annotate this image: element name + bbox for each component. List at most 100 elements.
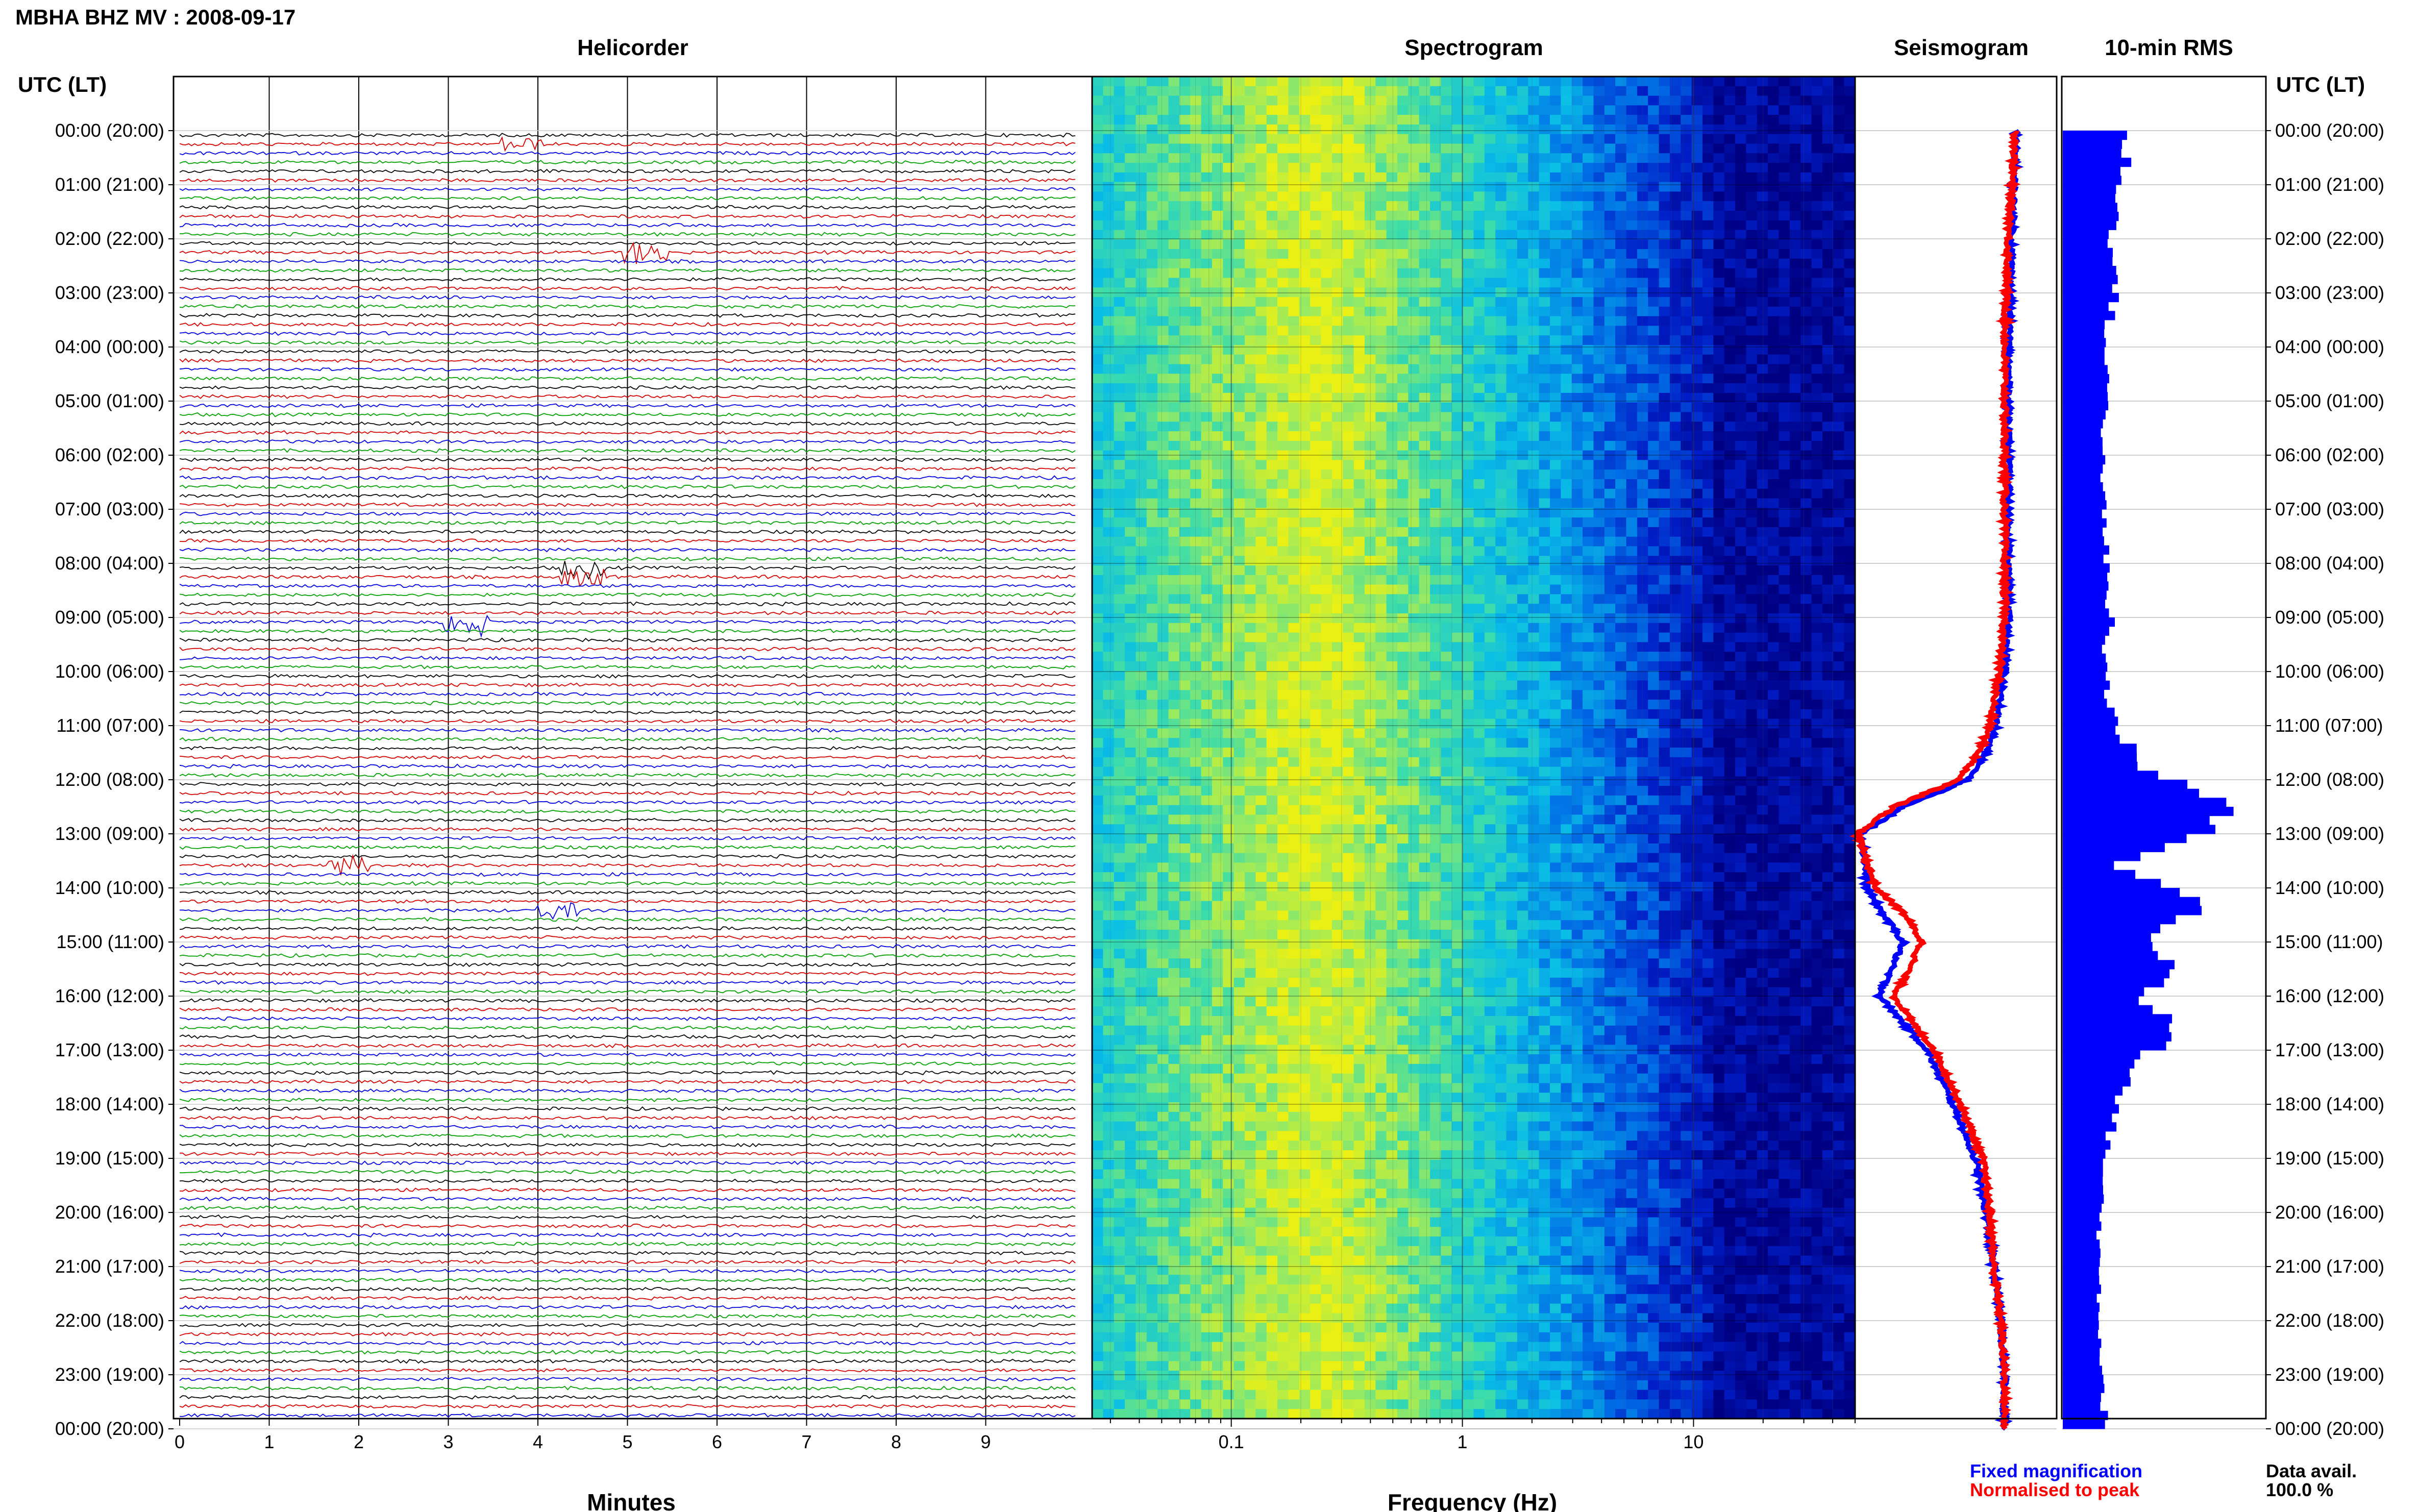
helicorder-trace <box>179 1043 1076 1049</box>
helicorder-trace <box>179 313 1076 318</box>
minute-tick-label: 3 <box>443 1431 453 1452</box>
rms-bar <box>2063 1005 2153 1014</box>
helicorder-trace <box>179 1269 1076 1274</box>
rms-bar <box>2063 897 2200 906</box>
rms-bar <box>2063 500 2107 510</box>
rms-bar <box>2063 401 2109 411</box>
helicorder-trace <box>179 916 1076 922</box>
rms-bar <box>2063 879 2161 888</box>
rms-bar <box>2063 320 2105 330</box>
rms-bar <box>2063 257 2113 266</box>
rms-bar <box>2063 689 2104 699</box>
figure-title: MBHA BHZ MV : 2008-09-17 <box>15 5 295 29</box>
hour-label-right: 01:00 (21:00) <box>2275 174 2384 195</box>
helicorder-title: Helicorder <box>577 35 688 60</box>
rms-bar <box>2063 1068 2130 1078</box>
helicorder-trace <box>179 547 1076 553</box>
hour-label-left: 11:00 (07:00) <box>57 715 164 736</box>
helicorder-trace <box>179 1404 1076 1409</box>
hour-label-left: 10:00 (06:00) <box>55 661 164 682</box>
helicorder-trace <box>179 1187 1076 1193</box>
helicorder-trace <box>179 1025 1076 1030</box>
helicorder-trace <box>179 385 1076 390</box>
helicorder-trace <box>179 710 1076 715</box>
rms-bar <box>2063 1402 2101 1411</box>
rms-bar <box>2063 527 2103 537</box>
helicorder-trace <box>179 403 1076 408</box>
rms-bar <box>2063 185 2116 194</box>
rms-bar <box>2063 446 2103 456</box>
spectrogram-title: Spectrogram <box>1404 35 1543 60</box>
frequency-axis: 0.1 1 10 <box>1109 1419 1856 1452</box>
helicorder-trace <box>179 1088 1076 1094</box>
helicorder-trace <box>179 448 1076 453</box>
rms-bar <box>2063 1032 2171 1042</box>
helicorder-trace <box>179 321 1076 327</box>
rms-bar <box>2063 599 2105 609</box>
helicorder-trace <box>179 610 1076 615</box>
helicorder-trace <box>179 872 1076 877</box>
rms-bar <box>2063 960 2175 970</box>
rms-bar <box>2063 716 2118 726</box>
helicorder-trace <box>179 628 1076 634</box>
helicorder-trace <box>179 1116 1076 1121</box>
helicorder-trace <box>179 845 1076 850</box>
hour-label-right: 05:00 (01:00) <box>2275 390 2384 411</box>
helicorder-trace <box>179 962 1076 967</box>
hour-label-right: 19:00 (15:00) <box>2275 1148 2384 1169</box>
rms-bar <box>2063 482 2103 492</box>
helicorder-trace <box>179 502 1076 507</box>
helicorder-trace <box>179 529 1076 534</box>
helicorder-trace <box>179 151 1076 156</box>
hour-label-right: 02:00 (22:00) <box>2275 228 2384 249</box>
rms-bar <box>2063 148 2121 158</box>
rms-bar <box>2063 771 2158 780</box>
minute-tick-label: 1 <box>264 1431 274 1452</box>
rms-bar <box>2063 861 2114 871</box>
helicorder-trace <box>179 178 1076 183</box>
helicorder-trace <box>179 836 1076 841</box>
rms-bar <box>2063 158 2132 167</box>
helicorder-trace <box>179 583 1076 588</box>
helicorder-trace <box>179 214 1076 219</box>
hour-label-right: 23:00 (19:00) <box>2275 1364 2384 1385</box>
rms-bar <box>2063 131 2127 140</box>
helicorder-trace <box>179 1097 1076 1102</box>
rms-bar <box>2063 247 2113 257</box>
helicorder-trace <box>179 728 1076 733</box>
helicorder-trace <box>179 1070 1076 1075</box>
rms-bar <box>2063 464 2103 474</box>
helicorder-trace <box>179 538 1076 543</box>
helicorder-trace <box>179 376 1076 381</box>
hour-label-right: 13:00 (09:00) <box>2275 823 2384 844</box>
helicorder-trace <box>179 1196 1076 1202</box>
rms-bar <box>2063 906 2202 915</box>
helicorder-trace <box>179 187 1076 192</box>
hour-label-right: 00:00 (20:00) <box>2275 1418 2384 1439</box>
helicorder-trace <box>179 277 1076 282</box>
rms-bar <box>2063 365 2108 375</box>
helicorder-trace <box>179 647 1076 652</box>
rms-bar <box>2063 608 2109 618</box>
helicorder-trace <box>179 1412 1076 1418</box>
rms-bar <box>2063 473 2101 483</box>
rms-bar <box>2063 1212 2100 1222</box>
hour-label-right: 20:00 (16:00) <box>2275 1202 2384 1223</box>
helicorder-trace <box>179 394 1076 399</box>
helicorder-trace <box>179 1016 1076 1021</box>
rms-bar <box>2063 1375 2104 1384</box>
rms-bar <box>2063 1240 2100 1249</box>
rms-bar <box>2063 834 2187 844</box>
helicorder-trace <box>179 1250 1076 1256</box>
rms-bar <box>2063 842 2165 852</box>
helicorder-trace <box>179 1331 1076 1337</box>
helicorder-trace <box>179 1395 1076 1400</box>
rms-bar <box>2063 509 2102 519</box>
helicorder-trace <box>179 592 1076 598</box>
right-axis-title: UTC (LT) <box>2276 72 2365 96</box>
rms-bar <box>2063 437 2103 447</box>
rms-bar <box>2063 1393 2101 1402</box>
legend-fixed: Fixed magnification <box>1970 1460 2142 1481</box>
hour-label-right: 18:00 (14:00) <box>2275 1094 2384 1114</box>
minute-tick-label: 5 <box>622 1431 632 1452</box>
